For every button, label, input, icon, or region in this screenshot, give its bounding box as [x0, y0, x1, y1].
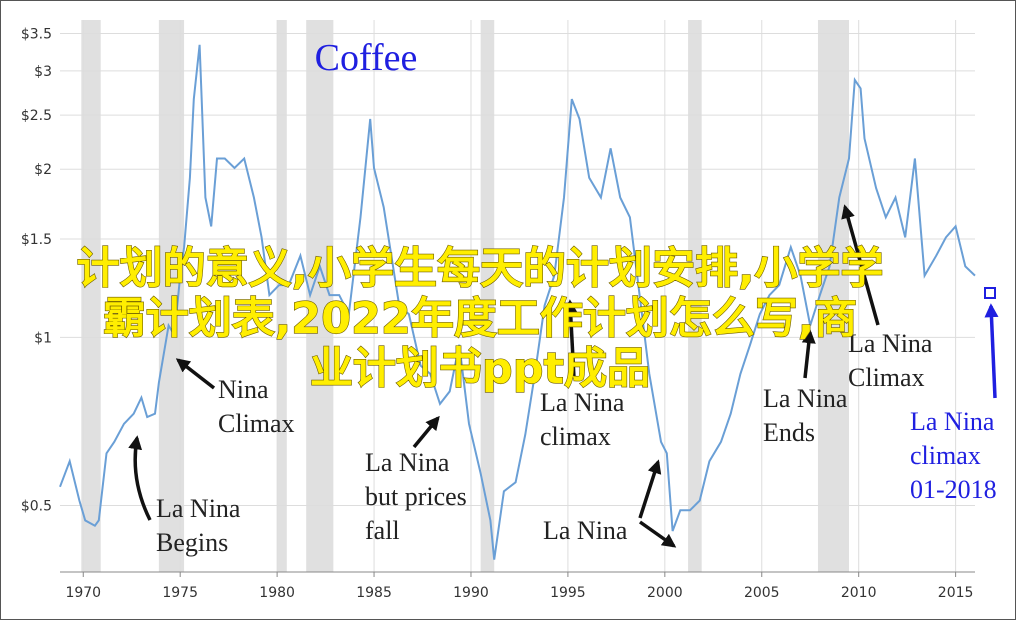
- x-tick-label: 2015: [938, 585, 974, 601]
- arrow: [128, 435, 152, 521]
- annotation: La Nina: [763, 384, 848, 413]
- annotation: climax: [910, 441, 981, 470]
- y-tick-label: $3.5: [21, 26, 52, 42]
- chart-title: Coffee: [315, 37, 418, 79]
- x-tick-label: 1980: [259, 585, 295, 601]
- annotation: but prices: [365, 482, 467, 511]
- annotation: Begins: [156, 528, 228, 557]
- annotation: La Nina: [156, 494, 241, 523]
- shaded-range: [817, 20, 849, 572]
- annotation: La Nina: [910, 407, 995, 436]
- arrow: [175, 358, 216, 390]
- annotation: fall: [365, 516, 400, 545]
- shaded-range: [277, 20, 287, 572]
- arrow: [984, 303, 999, 399]
- annotation: La Nina: [365, 448, 450, 477]
- overlay-text: 计划的意义,小学生每天的计划安排,小学学: [77, 244, 884, 294]
- x-tick-label: 1975: [162, 585, 198, 601]
- annotation: Ends: [763, 418, 815, 447]
- overlay-text: 霸计划表,2022年度工作计划怎么写,商: [103, 294, 857, 344]
- arrow: [412, 415, 440, 449]
- marker-square: [984, 287, 996, 299]
- shaded-range: [81, 20, 101, 572]
- x-tick-label: 2005: [744, 585, 780, 601]
- x-tick-label: 1995: [550, 585, 586, 601]
- arrow: [841, 204, 880, 326]
- y-tick-label: $0.5: [21, 498, 52, 514]
- x-tick-label: 2010: [841, 585, 877, 601]
- shaded-range: [480, 20, 495, 572]
- annotation: Climax: [848, 363, 925, 392]
- annotation: La Nina: [543, 516, 628, 545]
- annotation: climax: [540, 422, 611, 451]
- x-tick-label: 1970: [65, 585, 101, 601]
- y-tick-label: $2.5: [21, 108, 52, 124]
- annotation: Nina: [218, 375, 269, 404]
- annotation: 01-2018: [910, 475, 997, 504]
- arrow: [563, 299, 578, 379]
- y-tick-label: $1: [34, 330, 52, 346]
- annotation: La Nina: [540, 388, 625, 417]
- annotation: La Nina: [848, 329, 933, 358]
- y-tick-label: $3: [34, 64, 52, 80]
- arrow: [801, 329, 816, 379]
- annotation: Climax: [218, 409, 295, 438]
- arrow: [638, 520, 677, 548]
- y-tick-label: $1.5: [21, 232, 52, 248]
- x-tick-label: 1990: [453, 585, 489, 601]
- y-tick-label: $2: [34, 162, 52, 178]
- x-tick-label: 1985: [356, 585, 392, 601]
- overlay-text: 业计划书ppt成品: [310, 344, 650, 394]
- x-tick-label: 2000: [647, 585, 683, 601]
- arrow: [638, 459, 662, 519]
- annotation-arrows: [128, 204, 999, 548]
- series-line: [59, 44, 976, 560]
- shaded-range: [688, 20, 702, 572]
